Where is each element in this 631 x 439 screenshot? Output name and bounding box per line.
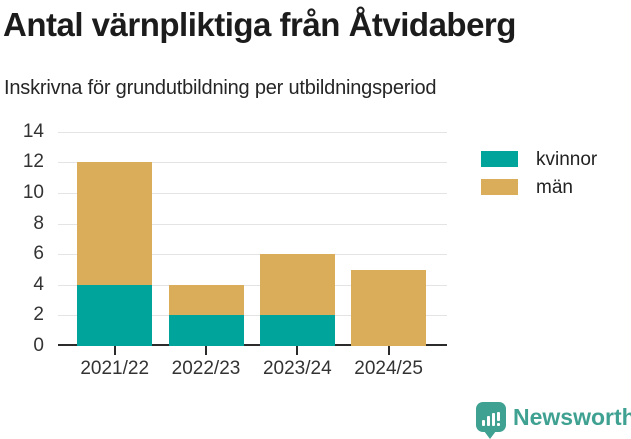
y-axis-label: 4 <box>33 273 44 295</box>
gridline <box>58 192 447 194</box>
y-axis-label: 6 <box>33 243 44 265</box>
x-axis-label: 2022/23 <box>171 358 241 379</box>
bar-segment-kvinnor <box>168 315 244 346</box>
legend-label: kvinnor <box>536 148 598 170</box>
x-axis-line <box>58 344 447 346</box>
y-axis-label: 8 <box>33 212 44 234</box>
bar-segment-kvinnor <box>259 315 335 346</box>
x-axis-tick <box>296 346 299 355</box>
legend-label: män <box>536 176 573 198</box>
gridline <box>58 223 447 225</box>
y-axis-label: 14 <box>22 120 44 142</box>
legend-swatch <box>481 179 518 195</box>
x-axis-label: 2024/25 <box>354 358 423 379</box>
y-axis-label: 12 <box>22 151 44 173</box>
x-axis-label: 2021/22 <box>80 358 150 379</box>
legend: kvinnor män <box>481 148 598 207</box>
bar-segment-man <box>77 162 153 285</box>
y-axis-label: 0 <box>33 335 44 356</box>
y-axis-label: 2 <box>33 304 44 326</box>
bar-segment-man <box>351 269 427 346</box>
chart-title: Antal värnpliktiga från Åtvidaberg <box>3 6 516 43</box>
x-axis-label: 2023/24 <box>262 358 332 379</box>
plot-area: 2021/22 2022/23 2023/24 2024/25 <box>58 125 447 379</box>
gridline <box>58 315 447 317</box>
chart-subtitle: Inskrivna för grundutbildning per utbild… <box>4 77 437 99</box>
legend-swatch <box>481 151 518 167</box>
speech-bubble-tail <box>484 431 496 439</box>
newsworthy-branding: Newsworthy <box>476 402 631 439</box>
newsworthy-logo-text: Newsworthy <box>513 403 631 430</box>
bar-segment-kvinnor <box>77 284 153 346</box>
legend-item: män <box>481 176 597 198</box>
gridline <box>58 254 447 256</box>
bar-segment-man <box>259 254 335 316</box>
legend-item: kvinnor <box>481 148 598 170</box>
bar-chart-exclamation-icon <box>482 412 500 426</box>
newsworthy-logo-icon <box>476 402 506 439</box>
gridline <box>58 162 447 164</box>
x-axis-tick <box>387 346 390 355</box>
x-axis-tick <box>113 346 116 355</box>
gridline <box>58 131 447 133</box>
bar-segment-man <box>168 284 244 316</box>
x-axis-tick <box>205 346 207 355</box>
gridline <box>58 284 447 286</box>
y-axis-label: 10 <box>22 181 44 203</box>
